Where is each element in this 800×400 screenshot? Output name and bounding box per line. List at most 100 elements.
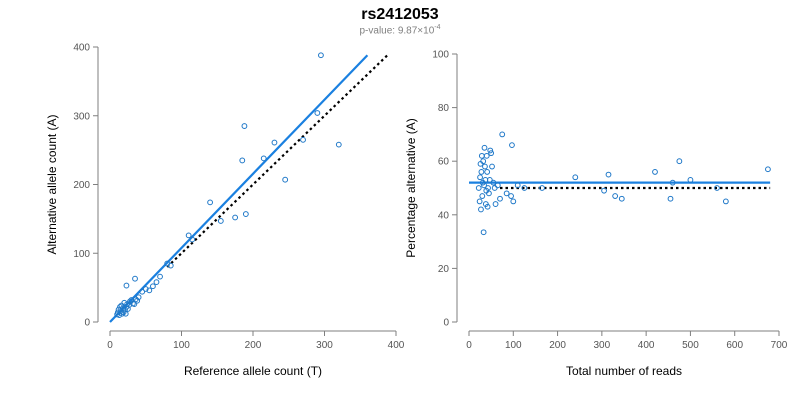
x-tick-label: 0 (107, 340, 113, 351)
y-axis-label: Alternative allele count (A) (45, 114, 59, 254)
data-point (497, 195, 503, 202)
data-point (476, 198, 483, 205)
y-tick-label: 100 (432, 50, 449, 61)
data-point (117, 303, 123, 310)
data-point (271, 139, 278, 146)
data-point (486, 177, 493, 183)
data-point (491, 185, 498, 191)
data-point (119, 310, 126, 317)
data-point (492, 201, 499, 207)
fit-line (109, 54, 369, 323)
data-point (146, 287, 153, 294)
data-point (478, 206, 484, 213)
data-point (612, 193, 619, 199)
chart-title: rs2412053 (361, 6, 439, 23)
data-point (242, 211, 249, 217)
y-tick-label: 100 (73, 249, 90, 260)
x-tick-label: 500 (682, 340, 699, 351)
data-point (486, 190, 492, 197)
data-point (676, 158, 683, 165)
chart-subtitle: p-value: 9.87×10-4 (0, 24, 800, 36)
data-point (480, 229, 487, 236)
data-point (135, 294, 142, 301)
y-tick-label: 80 (438, 103, 450, 114)
p-value-text: p-value: 9.87×10 (359, 25, 435, 37)
y-tick-label: 0 (84, 318, 90, 329)
data-point (479, 193, 486, 199)
data-point (478, 152, 485, 159)
data-point (494, 182, 501, 189)
data-point (503, 190, 510, 197)
data-point (185, 232, 192, 239)
data-point (539, 185, 545, 191)
x-tick-label: 100 (173, 340, 190, 351)
data-point (232, 214, 239, 221)
data-point (167, 262, 174, 269)
data-point (217, 218, 224, 224)
y-tick-label: 40 (438, 210, 450, 221)
data-point (300, 136, 306, 143)
data-point (475, 185, 482, 191)
data-point (335, 141, 342, 148)
y-tick-label: 0 (443, 318, 449, 329)
data-point (478, 169, 485, 175)
data-point (490, 179, 497, 186)
data-point (477, 174, 483, 181)
x-tick-label: 300 (594, 340, 611, 351)
data-point (487, 147, 494, 154)
y-tick-label: 60 (438, 157, 450, 168)
x-tick-label: 200 (549, 340, 566, 351)
data-point (282, 176, 289, 183)
data-point (132, 275, 138, 282)
data-point (572, 174, 579, 181)
data-point (481, 182, 487, 189)
x-tick-label: 0 (466, 340, 472, 351)
data-point (722, 198, 729, 205)
data-point (157, 273, 163, 280)
x-tick-label: 100 (505, 340, 522, 351)
data-point (241, 123, 248, 129)
data-point (488, 150, 495, 157)
data-point (480, 158, 487, 165)
data-point (508, 193, 514, 199)
y-tick-label: 400 (73, 43, 90, 54)
y-tick-label: 300 (73, 111, 90, 122)
data-point (314, 110, 321, 116)
data-point (239, 157, 246, 164)
x-tick-label: 400 (638, 340, 655, 351)
p-value-exponent: -4 (434, 24, 441, 31)
data-point (667, 195, 674, 202)
data-point (318, 52, 324, 59)
data-point (605, 171, 612, 178)
data-point (122, 310, 129, 317)
x-tick-label: 400 (388, 340, 405, 351)
data-point (481, 144, 488, 151)
data-point (489, 163, 495, 170)
data-point (499, 131, 506, 138)
data-point (484, 169, 491, 175)
data-point (514, 182, 521, 189)
x-tick-label: 300 (316, 340, 333, 351)
x-axis-label: Reference allele count (T) (184, 364, 322, 378)
data-point (669, 179, 676, 186)
data-point (485, 185, 491, 191)
data-point (714, 185, 720, 191)
reference-line (166, 54, 389, 268)
data-point (618, 195, 625, 202)
y-tick-label: 20 (438, 264, 450, 275)
data-point (484, 203, 491, 210)
data-point (652, 169, 658, 175)
data-point (150, 283, 156, 290)
x-axis-label: Total number of reads (566, 364, 682, 378)
data-point (134, 297, 141, 304)
x-tick-label: 600 (726, 340, 743, 351)
x-tick-label: 200 (245, 340, 262, 351)
data-point (482, 163, 488, 170)
data-point (122, 306, 128, 313)
data-point (509, 142, 515, 149)
data-point (601, 187, 607, 194)
data-point (765, 166, 771, 173)
data-point (142, 286, 149, 292)
x-tick-label: 700 (771, 340, 788, 351)
